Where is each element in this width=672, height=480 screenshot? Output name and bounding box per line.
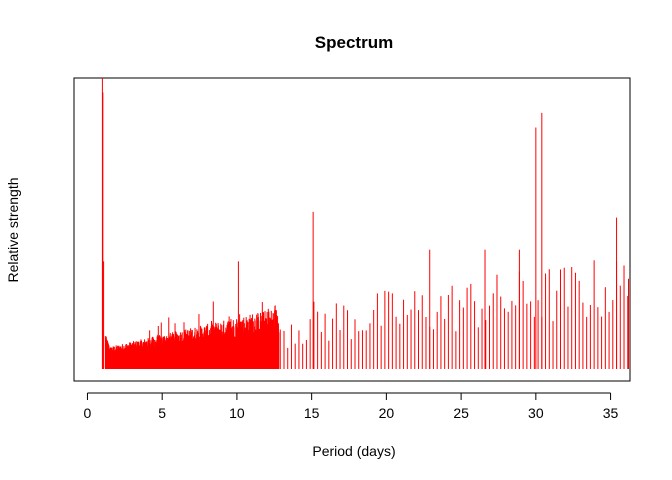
x-tick-label: 35 [603, 405, 619, 421]
chart-title: Spectrum [315, 33, 393, 52]
x-tick-label: 25 [453, 405, 469, 421]
x-tick-label: 20 [379, 405, 395, 421]
x-axis-label: Period (days) [312, 443, 395, 459]
x-tick-label: 30 [528, 405, 544, 421]
x-tick-label: 0 [84, 405, 92, 421]
x-tick-label: 10 [229, 405, 245, 421]
spectrum-bars [101, 78, 630, 369]
x-tick-label: 15 [304, 405, 320, 421]
x-tick-label: 5 [158, 405, 166, 421]
x-axis: 0 5 10 15 20 25 30 35 [84, 392, 619, 421]
plot-frame [73, 77, 631, 382]
y-axis-label: Relative strength [5, 177, 21, 282]
